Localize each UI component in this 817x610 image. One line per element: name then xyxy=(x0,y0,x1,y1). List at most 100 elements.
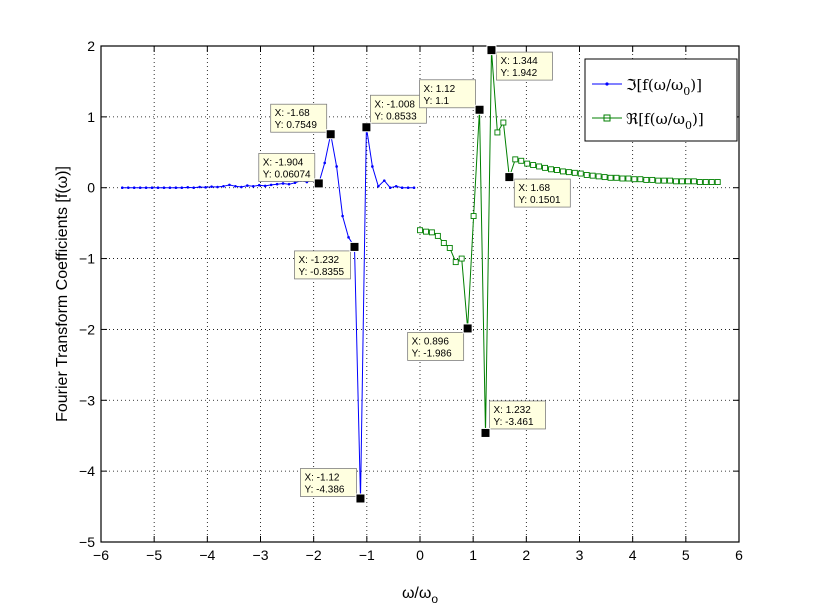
y-tick-label: −1 xyxy=(79,251,95,267)
data-point xyxy=(132,186,136,190)
data-point xyxy=(470,213,477,220)
legend-label-real: ℜ[f(ω/ω0)] xyxy=(626,110,704,132)
y-tick-label: −5 xyxy=(79,534,95,550)
data-point xyxy=(281,182,285,185)
data-tip: X: 1.12Y: 1.1 xyxy=(419,79,485,115)
data-tip-y: Y: 1.1 xyxy=(424,96,450,107)
data-point xyxy=(440,240,447,246)
data-tip: X: -1.12Y: -4.386 xyxy=(300,468,366,504)
data-tip-box xyxy=(258,153,316,182)
data-tip-y: Y: -3.461 xyxy=(494,417,534,428)
data-point xyxy=(643,176,650,183)
data-tip: X: -1.68Y: 0.7549 xyxy=(270,103,336,140)
data-point xyxy=(192,186,196,190)
data-point xyxy=(423,228,429,235)
data-point xyxy=(377,184,380,188)
data-point xyxy=(251,184,255,188)
data-tip-marker xyxy=(504,172,515,183)
y-tick-label: −2 xyxy=(79,321,95,337)
data-point xyxy=(162,186,166,190)
data-point xyxy=(263,184,267,188)
data-tip-x: X: -1.904 xyxy=(263,157,304,168)
data-tip-box xyxy=(270,103,328,133)
data-point xyxy=(406,186,410,190)
x-tick-label: −3 xyxy=(253,547,269,563)
data-point xyxy=(690,178,697,185)
x-tick-label: 1 xyxy=(469,547,477,563)
grid xyxy=(101,46,739,542)
data-point xyxy=(234,184,237,188)
data-point xyxy=(228,183,231,187)
data-tip-box xyxy=(496,51,553,81)
data-point xyxy=(631,176,638,183)
data-tip-marker xyxy=(486,45,497,56)
data-point xyxy=(607,174,614,181)
data-tip-marker xyxy=(361,122,372,133)
data-point xyxy=(685,178,691,185)
data-tip: X: 1.68Y: 0.1501 xyxy=(504,172,571,208)
data-point xyxy=(673,178,680,185)
x-tick-label: 4 xyxy=(629,547,637,563)
data-tip-marker xyxy=(355,493,366,504)
data-point xyxy=(156,186,160,190)
data-point xyxy=(287,182,291,186)
y-tick-label: −4 xyxy=(79,463,95,479)
x-tick-label: −2 xyxy=(306,547,322,563)
data-point xyxy=(323,161,327,165)
data-point xyxy=(388,186,392,190)
data-point xyxy=(500,119,507,126)
data-point xyxy=(257,183,261,187)
data-point xyxy=(204,186,207,189)
data-tip-box xyxy=(294,250,351,280)
data-point xyxy=(186,186,190,189)
x-tick-label: 3 xyxy=(576,547,584,563)
data-tip-y: Y: -1.986 xyxy=(412,348,452,359)
data-point xyxy=(126,186,130,190)
data-point xyxy=(335,165,338,168)
y-tick-label: 1 xyxy=(87,109,95,125)
data-point xyxy=(222,184,225,188)
data-point xyxy=(382,179,386,182)
data-tip-box xyxy=(513,178,571,208)
data-point xyxy=(661,177,668,184)
x-axis-label: ω/ωo xyxy=(402,585,438,606)
data-point xyxy=(542,164,548,171)
data-point xyxy=(667,177,674,184)
data-tip-x: X: 1.344 xyxy=(500,56,538,67)
data-point xyxy=(198,185,201,189)
data-tip-x: X: -1.12 xyxy=(304,472,339,483)
data-point xyxy=(417,227,423,234)
data-tip-x: X: -1.008 xyxy=(374,99,415,110)
data-point xyxy=(494,129,501,136)
data-point xyxy=(168,186,172,190)
data-tip-marker xyxy=(349,241,360,252)
data-point xyxy=(565,169,572,176)
data-tip-box xyxy=(489,400,546,430)
data-tip-y: Y: -0.8355 xyxy=(298,267,344,278)
data-point xyxy=(589,172,596,179)
data-tip-marker xyxy=(313,178,324,189)
data-tip-x: X: 1.68 xyxy=(518,183,550,194)
data-point xyxy=(210,185,213,188)
data-point xyxy=(714,179,721,185)
data-point xyxy=(293,181,297,185)
data-point xyxy=(637,176,644,183)
legend: ℑ[f(ω/ω0)] ℜ[f(ω/ω0)] xyxy=(584,58,738,142)
data-point xyxy=(577,170,584,177)
data-point xyxy=(144,186,148,190)
data-point xyxy=(150,186,154,190)
data-tip-box xyxy=(370,94,427,124)
legend-box xyxy=(584,58,738,142)
data-point xyxy=(452,259,459,266)
data-point xyxy=(655,177,662,184)
data-point xyxy=(341,214,344,218)
data-tip-marker xyxy=(325,129,336,140)
data-point xyxy=(595,173,602,180)
data-point xyxy=(554,167,560,173)
data-point xyxy=(180,186,184,190)
